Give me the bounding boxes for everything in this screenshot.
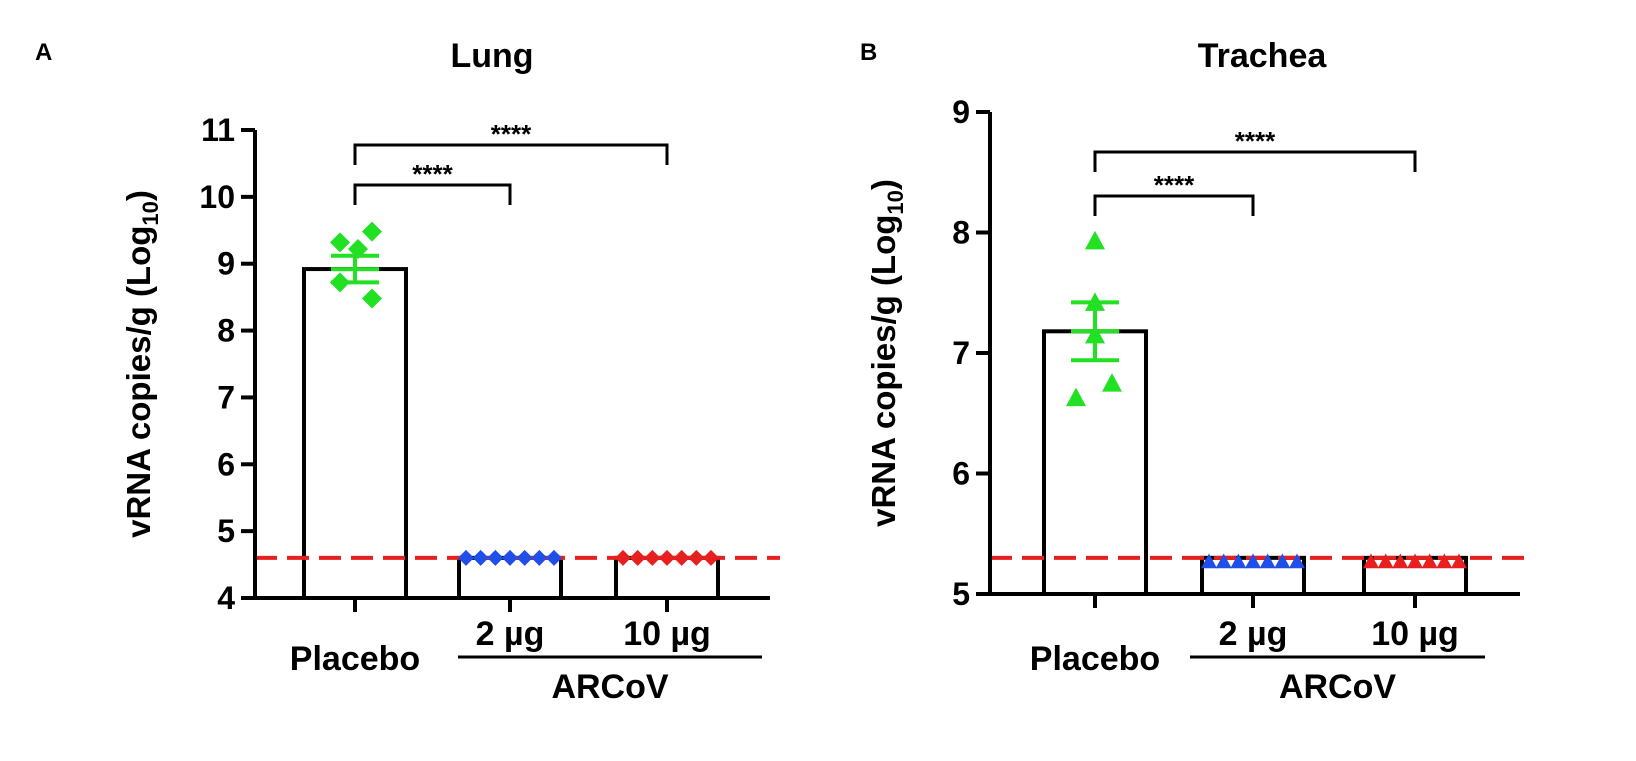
y-tick-label-11: 11 (201, 112, 235, 148)
data-point-2-6 (531, 549, 548, 566)
y-tick-label-6: 6 (217, 446, 235, 482)
error-bar (1071, 300, 1119, 363)
data-point-2-2 (1215, 553, 1232, 569)
data-point-2-3 (1230, 553, 1247, 569)
y-axis-label: vRNA copies/g (Log10) (120, 190, 163, 538)
y-tick-label-4: 4 (217, 580, 235, 616)
y-axis-label-close: ) (120, 190, 157, 201)
data-point-2-1 (1201, 553, 1217, 569)
significance-bracket-1: **** (1093, 170, 1255, 216)
y-axis-label: vRNA copies/g (Log10) (865, 179, 908, 527)
data-point-3-3 (644, 549, 661, 566)
y-tick-label-8: 8 (217, 313, 235, 349)
y-axis-label-subscript: 10 (883, 190, 908, 214)
x-label-low-dose: 2 µg (1219, 615, 1288, 653)
group-label: ARCoV (1279, 668, 1396, 706)
data-point-3-5 (673, 549, 690, 566)
data-point-2-4 (1245, 553, 1261, 569)
y-tick-label-6: 6 (952, 456, 970, 492)
significance-label: **** (491, 119, 532, 149)
data-point-3-7 (1451, 553, 1467, 569)
data-point-1-5 (1066, 387, 1086, 407)
bracket-line (353, 143, 669, 165)
data-point-3-1 (615, 549, 631, 566)
data-point-3-4 (1407, 553, 1423, 569)
data-point-2-7 (546, 549, 562, 566)
data-point-2-2 (472, 549, 489, 566)
data-point-3-4 (659, 549, 675, 566)
data-point-2-1 (458, 549, 474, 566)
data-point-1-4 (1102, 373, 1122, 392)
data-point-2-5 (516, 549, 533, 566)
bracket-line (353, 183, 512, 205)
significance-label: **** (1154, 170, 1195, 200)
data-point-1-1 (1085, 230, 1105, 250)
x-label-high-dose: 10 µg (1371, 615, 1459, 653)
y-tick-label-7: 7 (952, 335, 970, 371)
data-point-2-4 (502, 549, 518, 566)
significance-bracket-2: **** (1093, 126, 1417, 172)
chart-title: Trachea (1198, 37, 1328, 75)
y-tick-label-9: 9 (217, 246, 235, 282)
data-point-3-2 (629, 549, 646, 566)
panel-letter: B (860, 39, 877, 66)
group-label: ARCoV (551, 668, 668, 706)
y-tick-label-10: 10 (199, 179, 235, 215)
bracket-line (1093, 150, 1417, 172)
y-axis-label-close: ) (865, 179, 902, 190)
significance-bracket-2: **** (353, 119, 669, 165)
y-tick-label-7: 7 (217, 379, 235, 415)
bar-1 (302, 267, 408, 600)
panel-b: B Trachea vRNA copies/g (Log10) 5 6 7 8 9 Placeb… (860, 37, 1530, 706)
y-tick-label-9: 9 (952, 94, 970, 130)
data-point-2-5 (1259, 553, 1276, 569)
y-tick-label-8: 8 (952, 215, 970, 251)
y-axis-label-main: vRNA copies/g (Log (120, 226, 157, 538)
chart-title: Lung (450, 37, 533, 75)
bracket-line (1093, 194, 1255, 216)
x-label-placebo: Placebo (1030, 640, 1160, 678)
data-point-3-3 (1392, 553, 1409, 569)
data-point-1-2 (330, 232, 350, 253)
data-point-1-5 (362, 288, 382, 309)
data-point-3-1 (1363, 553, 1379, 569)
x-label-placebo: Placebo (290, 640, 420, 678)
significance-label: **** (1235, 126, 1276, 156)
bar-1 (1042, 329, 1148, 596)
data-point-3-5 (1421, 553, 1438, 569)
data-point-1-1 (362, 221, 382, 242)
data-point-2-6 (1274, 553, 1291, 569)
data-point-2-3 (487, 549, 504, 566)
data-point-2-7 (1289, 553, 1305, 569)
y-tick-label-5: 5 (217, 513, 235, 549)
data-point-3-2 (1377, 553, 1394, 569)
data-point-3-6 (1436, 553, 1453, 569)
significance-label: **** (412, 159, 453, 189)
y-axis-label-subscript: 10 (138, 201, 163, 225)
y-axis-label-main: vRNA copies/g (Log (865, 215, 902, 527)
x-label-high-dose: 10 µg (623, 615, 711, 653)
y-tick-label-5: 5 (952, 576, 970, 612)
error-bar (331, 253, 379, 285)
data-point-3-6 (688, 549, 705, 566)
panel-letter: A (35, 39, 52, 66)
significance-bracket-1: **** (353, 159, 512, 205)
x-label-low-dose: 2 µg (476, 615, 545, 653)
data-point-3-7 (703, 549, 719, 566)
